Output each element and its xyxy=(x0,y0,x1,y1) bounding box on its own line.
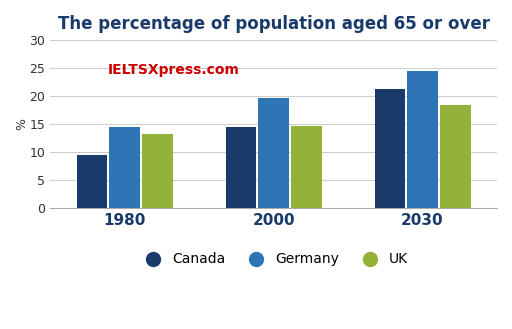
Bar xyxy=(374,89,405,208)
Bar xyxy=(226,127,256,208)
Title: The percentage of population aged 65 or over: The percentage of population aged 65 or … xyxy=(57,15,489,33)
Bar xyxy=(142,134,173,208)
Legend: Canada, Germany, UK: Canada, Germany, UK xyxy=(135,248,413,270)
Bar xyxy=(291,126,322,208)
Bar xyxy=(110,127,140,208)
Bar xyxy=(407,71,438,208)
Text: IELTSXpress.com: IELTSXpress.com xyxy=(108,63,240,77)
Y-axis label: %: % xyxy=(15,118,28,130)
Bar xyxy=(259,98,289,208)
Bar xyxy=(440,106,471,208)
Bar xyxy=(77,155,107,208)
